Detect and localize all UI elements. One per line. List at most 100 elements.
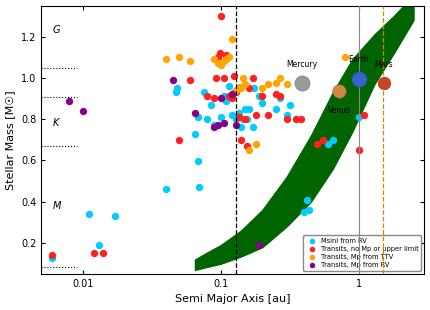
Point	[95, 243, 102, 248]
Point	[176, 137, 183, 142]
Point	[252, 141, 259, 146]
Point	[223, 98, 230, 103]
Point	[216, 51, 223, 55]
Point	[211, 125, 218, 130]
Point	[66, 98, 73, 103]
Point	[228, 92, 235, 97]
Point	[211, 96, 218, 101]
Point	[243, 117, 250, 122]
Point	[251, 86, 258, 91]
Point	[297, 117, 304, 122]
Point	[256, 94, 263, 99]
Point	[246, 106, 252, 111]
Point	[49, 253, 56, 258]
Point	[272, 106, 279, 111]
Point	[230, 90, 237, 95]
Point	[355, 148, 362, 153]
Point	[252, 113, 259, 117]
Point	[220, 59, 227, 64]
Point	[264, 113, 271, 117]
Point	[200, 90, 207, 95]
Point	[217, 115, 224, 120]
Point	[306, 207, 313, 212]
Point	[235, 85, 242, 90]
Point	[204, 117, 211, 122]
Point	[226, 84, 233, 89]
Point	[283, 113, 290, 117]
Point	[283, 117, 290, 122]
Point	[226, 94, 233, 99]
Point	[277, 96, 284, 101]
Point	[342, 55, 349, 60]
Point	[173, 86, 180, 91]
Point	[336, 89, 343, 94]
Point	[49, 255, 56, 260]
Point	[233, 88, 240, 93]
Point	[163, 187, 169, 192]
Point	[187, 59, 194, 64]
Point	[242, 106, 249, 111]
Y-axis label: Stellar Mass [M☉]: Stellar Mass [M☉]	[6, 90, 15, 190]
Point	[85, 212, 92, 217]
Text: Mercury: Mercury	[286, 60, 317, 69]
Text: Earth: Earth	[348, 55, 369, 64]
Point	[381, 81, 387, 86]
Point	[196, 185, 203, 190]
Point	[233, 117, 240, 122]
Point	[246, 148, 252, 153]
Point	[287, 102, 294, 107]
Text: Venus: Venus	[328, 106, 351, 115]
Point	[259, 86, 266, 91]
Point	[246, 86, 252, 91]
Point	[223, 53, 230, 58]
Point	[242, 82, 249, 86]
Point	[240, 75, 246, 80]
Point	[233, 123, 240, 128]
Point	[243, 144, 250, 148]
Point	[228, 36, 235, 41]
Point	[191, 131, 198, 136]
Point	[194, 159, 201, 164]
Point	[292, 117, 299, 122]
Point	[292, 117, 299, 122]
Point	[100, 251, 107, 256]
Point	[230, 73, 237, 78]
Point	[272, 92, 279, 97]
Point	[272, 81, 279, 86]
Point	[277, 94, 284, 99]
Point	[211, 57, 218, 62]
Point	[172, 90, 179, 95]
Point	[361, 113, 368, 117]
Point	[237, 125, 244, 130]
Point	[214, 123, 221, 128]
Point	[194, 115, 201, 120]
Point	[191, 110, 198, 115]
Point	[228, 96, 235, 101]
Point	[355, 115, 362, 120]
X-axis label: Semi Major Axis [au]: Semi Major Axis [au]	[175, 294, 291, 304]
Point	[187, 78, 194, 82]
Point	[211, 123, 218, 128]
Point	[163, 57, 169, 62]
Point	[329, 137, 336, 142]
Point	[233, 90, 240, 95]
Point	[111, 214, 118, 219]
Point	[303, 197, 310, 202]
Point	[325, 141, 332, 146]
Point	[220, 94, 227, 99]
Point	[249, 75, 256, 80]
Point	[235, 110, 242, 115]
Point	[277, 75, 284, 80]
Point	[240, 117, 246, 122]
Point	[217, 13, 224, 18]
Point	[283, 82, 290, 86]
Text: M: M	[52, 201, 61, 211]
Point	[217, 96, 224, 101]
Point	[220, 121, 227, 126]
Point	[80, 108, 86, 113]
Point	[213, 75, 220, 80]
Point	[214, 61, 221, 66]
Point	[90, 251, 97, 256]
Point	[228, 113, 235, 117]
Point	[169, 78, 176, 82]
